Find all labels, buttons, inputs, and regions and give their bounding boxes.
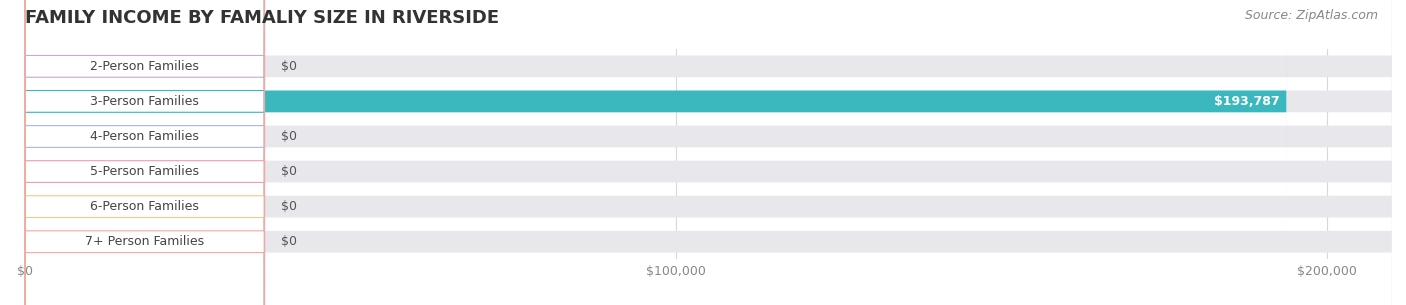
FancyBboxPatch shape [25, 0, 1392, 305]
Text: $0: $0 [281, 165, 297, 178]
Text: $0: $0 [281, 60, 297, 73]
Text: 2-Person Families: 2-Person Families [90, 60, 200, 73]
FancyBboxPatch shape [25, 0, 1392, 305]
Text: $0: $0 [281, 200, 297, 213]
FancyBboxPatch shape [25, 0, 264, 305]
Text: 3-Person Families: 3-Person Families [90, 95, 200, 108]
Text: $0: $0 [281, 235, 297, 248]
FancyBboxPatch shape [25, 0, 264, 305]
FancyBboxPatch shape [25, 0, 1392, 305]
Text: 6-Person Families: 6-Person Families [90, 200, 200, 213]
FancyBboxPatch shape [25, 0, 1392, 305]
FancyBboxPatch shape [25, 0, 1392, 305]
Text: FAMILY INCOME BY FAMALIY SIZE IN RIVERSIDE: FAMILY INCOME BY FAMALIY SIZE IN RIVERSI… [25, 9, 499, 27]
FancyBboxPatch shape [25, 0, 264, 305]
FancyBboxPatch shape [25, 0, 264, 305]
FancyBboxPatch shape [25, 0, 1286, 305]
Text: 7+ Person Families: 7+ Person Families [86, 235, 204, 248]
Text: 5-Person Families: 5-Person Families [90, 165, 200, 178]
Text: 4-Person Families: 4-Person Families [90, 130, 200, 143]
FancyBboxPatch shape [25, 0, 264, 305]
FancyBboxPatch shape [25, 0, 264, 305]
Text: $193,787: $193,787 [1213, 95, 1279, 108]
Text: $0: $0 [281, 130, 297, 143]
FancyBboxPatch shape [25, 0, 1392, 305]
Text: Source: ZipAtlas.com: Source: ZipAtlas.com [1244, 9, 1378, 22]
